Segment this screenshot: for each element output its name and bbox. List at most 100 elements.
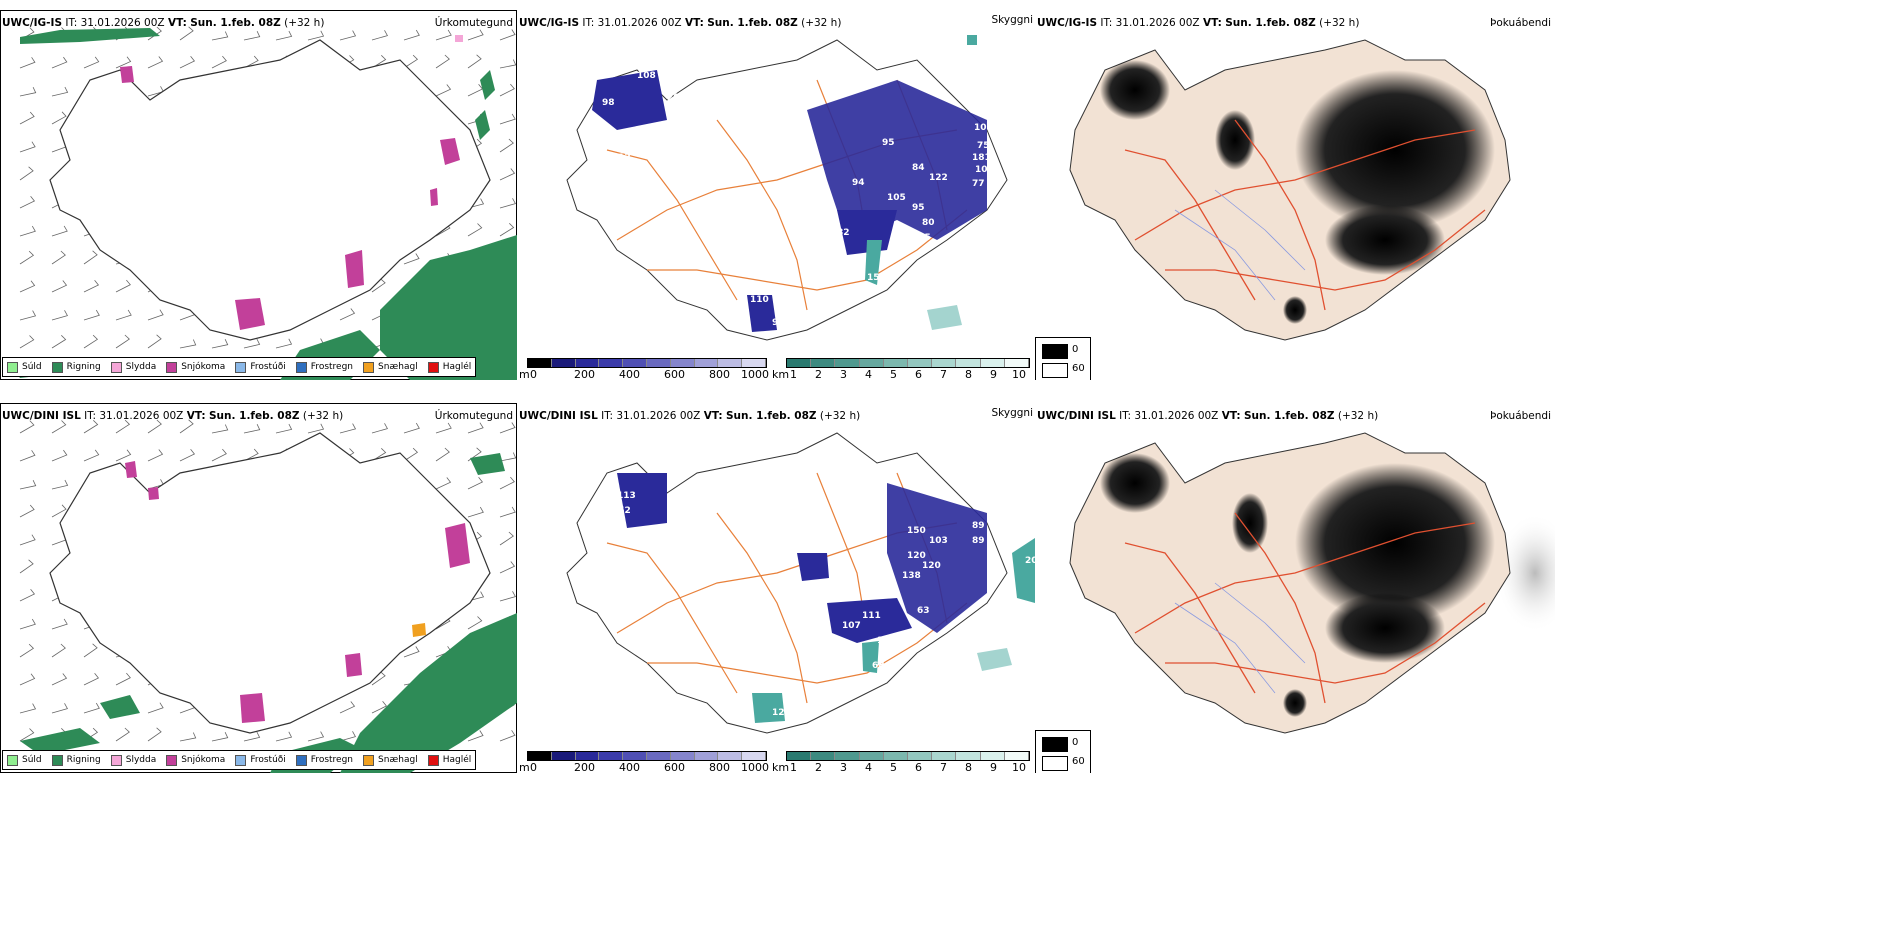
wind-barb xyxy=(147,702,164,714)
wind-barb xyxy=(499,138,514,153)
colorbar-bin xyxy=(787,359,812,367)
colorbar-bin xyxy=(623,752,647,760)
tick: 8 xyxy=(965,761,972,773)
wind-barb xyxy=(83,250,98,265)
valid-time: Sun. 1.feb. 08Z xyxy=(190,17,281,29)
rivers xyxy=(1174,582,1306,694)
cloud-base-value: 94 xyxy=(852,178,865,188)
legend-label: Frostúði xyxy=(250,362,286,372)
cloud-base-value: 90 xyxy=(772,318,785,328)
colorbar-bin xyxy=(859,752,884,760)
legend-item: Snæhagl xyxy=(363,361,418,373)
snow-areas xyxy=(125,461,470,723)
tick: 600 xyxy=(664,368,685,380)
wind-barb xyxy=(403,646,420,658)
valid-time: Sun. 1.feb. 08Z xyxy=(725,410,817,422)
tick: 6 xyxy=(915,368,922,380)
wind-barb xyxy=(51,479,69,490)
tick: 2 xyxy=(815,368,822,380)
tick: 4 xyxy=(865,761,872,773)
wind-barb xyxy=(339,308,356,321)
wind-barb xyxy=(499,29,516,41)
wind-barb xyxy=(115,419,131,434)
cloud-base-value: 113 xyxy=(617,491,636,501)
wind-barb xyxy=(19,559,34,574)
wind-barb xyxy=(19,643,35,658)
wind-barb xyxy=(371,671,386,686)
tick: 400 xyxy=(619,368,640,380)
wind-barb xyxy=(467,54,482,69)
legend-label: Súld xyxy=(22,362,42,372)
legend-item: Haglél xyxy=(427,361,471,373)
cloud-base-value: 120 xyxy=(922,561,941,571)
colorbar-bin xyxy=(980,359,1005,367)
lead-time: (+32 h) xyxy=(819,410,861,422)
wind-barb xyxy=(499,531,514,546)
lead-time: (+32 h) xyxy=(801,17,842,29)
precip-type-panel-bottom: UWC/DINI ISL IT: 31.01.2026 00Z VT: Sun.… xyxy=(0,403,517,773)
cloud-base-value: 20 xyxy=(1025,556,1035,566)
cloud-base-value: 153 xyxy=(867,273,886,283)
legend-label: Slydda xyxy=(125,362,157,372)
legend-label: Súld xyxy=(22,755,42,765)
cloud-base-value: 77 xyxy=(972,179,985,189)
wind-barb xyxy=(499,452,517,462)
panel-header: UWC/IG-IS IT: 31.01.2026 00Z VT: Sun. 1.… xyxy=(2,17,324,30)
cloud-base-value: 95 xyxy=(912,203,925,213)
legend-item: Frostúði xyxy=(235,361,286,373)
panel-header: UWC/DINI ISL IT: 31.01.2026 00Z VT: Sun.… xyxy=(1037,410,1378,423)
legend-swatch xyxy=(363,361,375,373)
colorbar-bin xyxy=(1004,752,1030,760)
visibility-areas xyxy=(752,538,1035,723)
legend-item: Rigning xyxy=(51,754,101,766)
wind-barb xyxy=(435,29,452,41)
legend-swatch xyxy=(295,754,307,766)
wind-barb xyxy=(179,26,194,41)
legend-swatch xyxy=(51,754,63,766)
road-network xyxy=(1124,512,1486,704)
unit-label: m xyxy=(519,761,530,773)
cloud-base-value: 89 xyxy=(972,536,985,546)
wind-barb xyxy=(403,422,420,434)
wind-barb xyxy=(19,673,36,686)
wind-barb xyxy=(83,449,100,462)
wind-barb xyxy=(19,310,37,321)
cloud-base-value: 115 xyxy=(877,636,896,646)
colorbar-bin xyxy=(742,359,766,367)
cloud-base-panel-bottom: UWC/DINI ISL IT: 31.01.2026 00Z VT: Sun.… xyxy=(517,403,1035,773)
unit-label: m xyxy=(519,368,530,380)
legend-label: Snjókoma xyxy=(181,362,226,372)
wind-barb xyxy=(467,616,483,630)
wind-barb xyxy=(19,504,35,518)
cloud-base-value: 152 xyxy=(612,506,631,516)
cloud-base-value: 112 xyxy=(612,153,631,163)
panel-title: Skyggni xyxy=(991,407,1034,419)
cloud-base-value: 115 xyxy=(897,243,916,253)
wind-barb xyxy=(211,339,229,349)
tick: 1 xyxy=(790,761,797,773)
legend-swatch xyxy=(166,361,178,373)
panel-header: UWC/DINI ISL IT: 31.01.2026 00Z VT: Sun.… xyxy=(2,410,343,423)
fog-high-label: 0 xyxy=(1072,737,1079,748)
snow-areas xyxy=(120,66,460,330)
colorbar-bin xyxy=(528,359,552,367)
cloud-base-areas xyxy=(617,473,987,643)
wind-barb xyxy=(19,589,36,602)
precip-map xyxy=(0,403,517,773)
valid-label: VT: xyxy=(167,17,187,29)
wind-barb xyxy=(435,54,450,69)
tick: 5 xyxy=(890,761,897,773)
model-name: UWC/DINI ISL xyxy=(1037,410,1116,422)
wind-barb xyxy=(147,309,164,321)
panel-title: Þokuábendi xyxy=(1490,17,1551,29)
cloud-base-value: 202 xyxy=(667,93,686,103)
wind-barb xyxy=(51,504,67,518)
wind-barb xyxy=(83,702,100,714)
wind-barb xyxy=(275,338,293,349)
cloud-base-value: 150 xyxy=(907,526,926,536)
colorbar-bin xyxy=(646,752,671,760)
wind-barb xyxy=(307,30,325,41)
cloud-base-value: 107 xyxy=(842,621,861,631)
wind-barb xyxy=(499,506,516,518)
init-time: IT: 31.01.2026 00Z xyxy=(65,17,165,29)
